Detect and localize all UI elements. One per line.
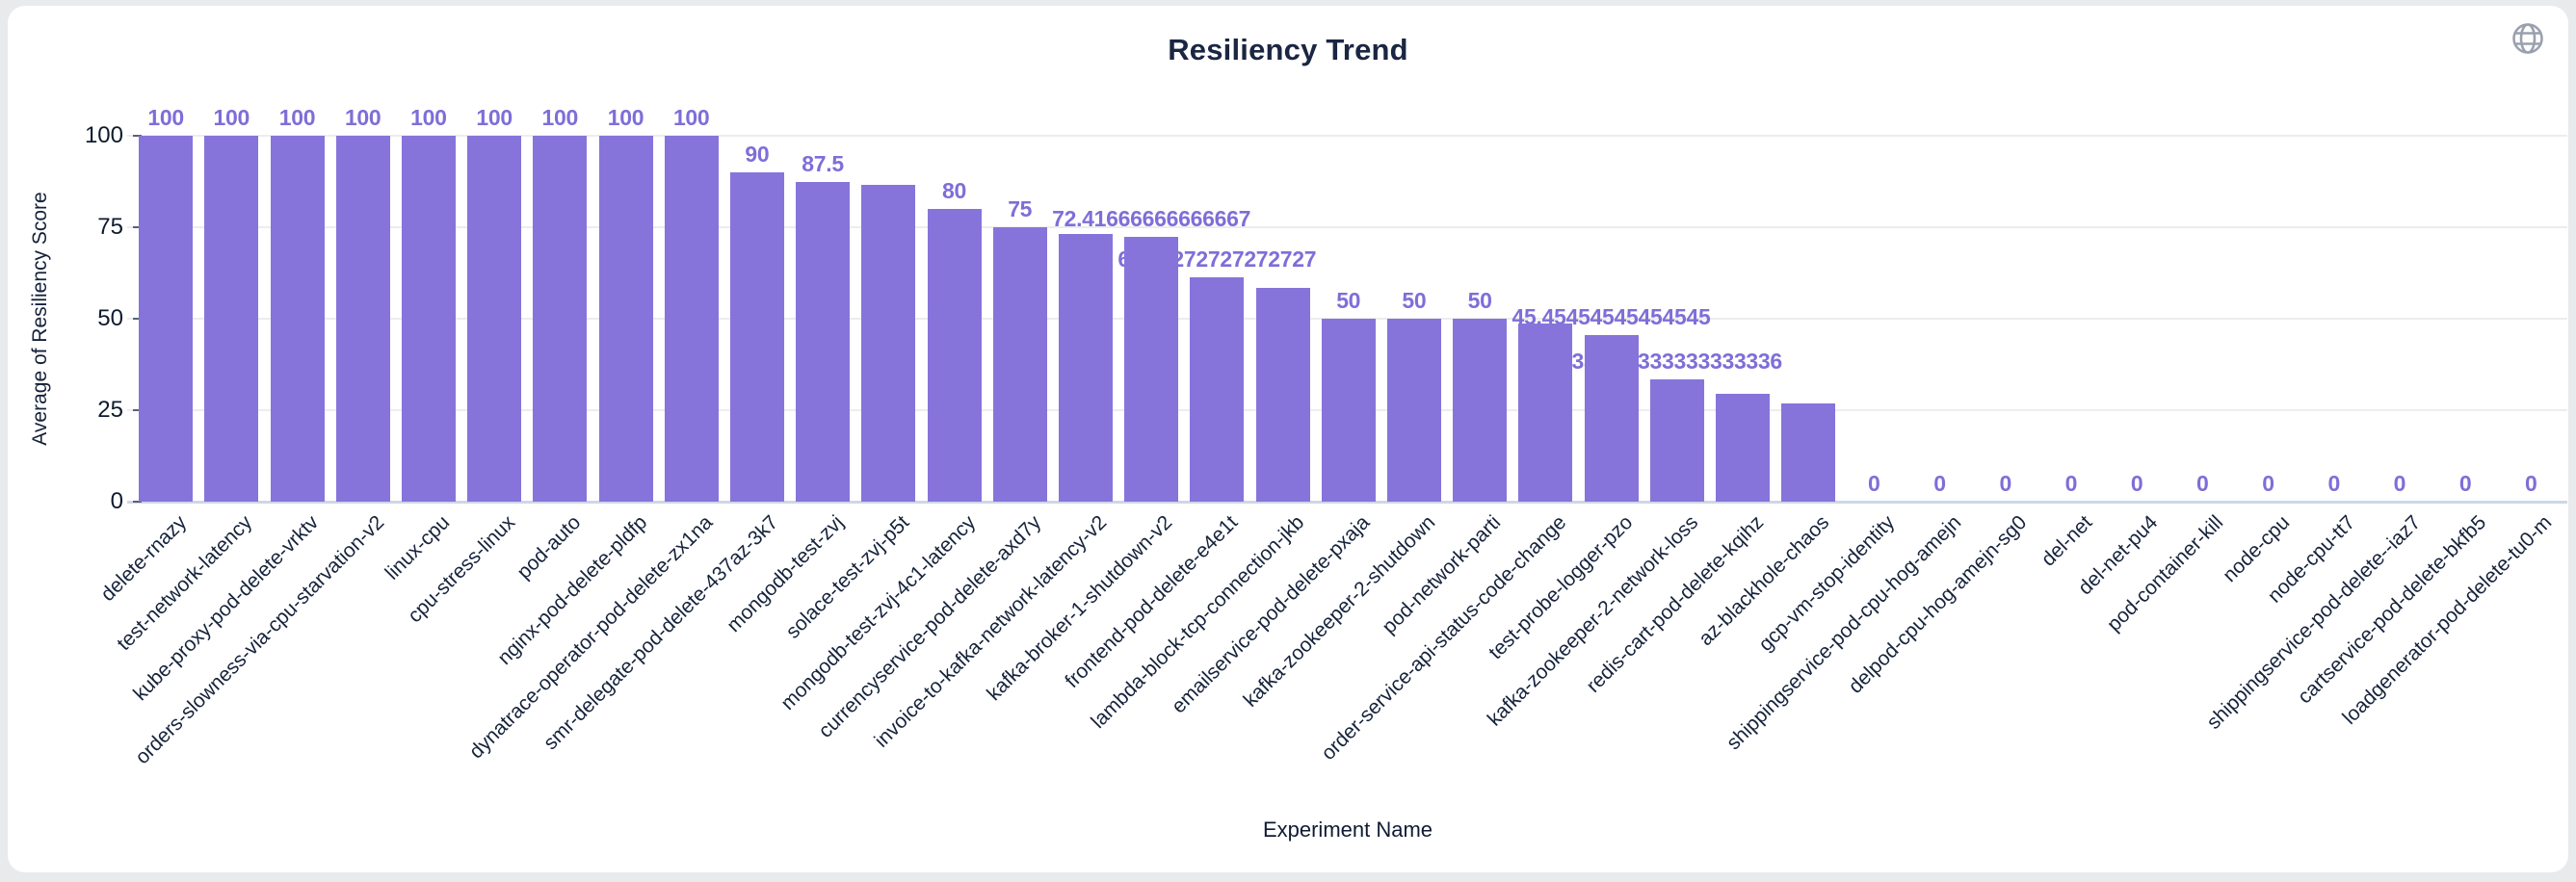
bar[interactable] xyxy=(1058,233,1113,502)
bar-value-label: 0 xyxy=(2130,471,2143,496)
y-axis-tick-label: 50 xyxy=(97,305,123,331)
bar[interactable] xyxy=(139,136,194,502)
bar[interactable] xyxy=(1584,335,1639,502)
plot-area: 0 25 50 75 100 100 delete-rnazy 100 test-network… xyxy=(8,6,2568,872)
bar-value-label: 100 xyxy=(541,105,579,130)
bar[interactable] xyxy=(729,172,784,502)
bar[interactable] xyxy=(1715,393,1770,502)
bar[interactable] xyxy=(992,227,1047,502)
bar-value-label: 75 xyxy=(1008,196,1033,221)
bar[interactable] xyxy=(1321,319,1376,502)
y-axis-tick-label: 0 xyxy=(110,488,123,514)
bar-value-label: 0 xyxy=(1999,471,2011,496)
x-axis-label: pod-container-kill xyxy=(2103,511,2228,636)
bar-value-label: 100 xyxy=(607,105,644,130)
x-axis-label: invoice-to-kafka-network-latency-v2 xyxy=(870,511,1112,752)
bar-value-label: 50 xyxy=(1336,288,1361,313)
bar-value-label: 100 xyxy=(672,105,710,130)
chart-title: Resiliency Trend xyxy=(1168,33,1408,66)
bar[interactable] xyxy=(1190,277,1245,502)
bar[interactable] xyxy=(1255,288,1310,502)
bar-value-label: 100 xyxy=(147,105,184,130)
bar-value-label: 100 xyxy=(278,105,316,130)
x-axis-title: Experiment Name xyxy=(1262,817,1433,842)
bar-value-label: 0 xyxy=(2196,471,2209,496)
bar[interactable] xyxy=(204,136,259,502)
y-axis-tick xyxy=(133,318,142,320)
bar[interactable] xyxy=(598,136,653,502)
bar-value-label: 50 xyxy=(1402,288,1427,313)
bar-value-label: 87.5 xyxy=(802,150,844,176)
y-axis-tick-label: 75 xyxy=(97,214,123,240)
bar-value-label: 0 xyxy=(1933,471,1946,496)
bar[interactable] xyxy=(796,181,851,502)
bar-value-label: 100 xyxy=(410,105,447,130)
bar-value-label: 0 xyxy=(2458,471,2472,496)
bar-value-label: 0 xyxy=(1868,471,1880,496)
bar-value-label: 0 xyxy=(2327,471,2340,496)
x-axis-label: orders-slowness-via-cpu-starvation-v2 xyxy=(130,511,388,769)
bar-value-label: 100 xyxy=(213,105,250,130)
y-axis-tick xyxy=(133,135,142,137)
x-axis-label: del-net xyxy=(2037,511,2097,571)
bar[interactable] xyxy=(927,209,982,502)
y-axis-tick-label: 100 xyxy=(84,122,123,148)
bar[interactable] xyxy=(270,136,325,502)
y-axis-tick xyxy=(133,226,142,228)
bar[interactable] xyxy=(533,136,588,502)
bar[interactable] xyxy=(664,136,719,502)
bar-value-label: 100 xyxy=(344,105,381,130)
y-gridline xyxy=(127,226,2567,228)
bar[interactable] xyxy=(1453,319,1508,502)
y-gridline xyxy=(127,135,2567,137)
bar[interactable] xyxy=(1518,324,1573,502)
x-axis-label: solace-test-zvj-p5t xyxy=(781,511,914,643)
bar-value-label: 90 xyxy=(745,142,770,167)
bar-value-label: 0 xyxy=(2525,471,2537,496)
x-axis-line xyxy=(127,501,2567,504)
y-axis-tick xyxy=(133,501,142,503)
bar[interactable] xyxy=(861,185,916,502)
bar[interactable] xyxy=(335,136,390,502)
bar-value-label: 0 xyxy=(2064,471,2078,496)
bar-value-label: 80 xyxy=(942,178,966,203)
bar-value-label: 100 xyxy=(476,105,513,130)
x-axis-label: mongodb-test-zvj xyxy=(723,511,849,637)
bar[interactable] xyxy=(1781,403,1836,502)
bar[interactable] xyxy=(1386,319,1441,502)
x-axis-label: pod-network-parti xyxy=(1378,511,1506,638)
bar-value-label: 0 xyxy=(2393,471,2406,496)
x-axis-label: shippingservice-pod-cpu-hog-amejn xyxy=(1722,511,1965,755)
bar[interactable] xyxy=(401,136,456,502)
bar-value-label: 72.41666666666667 xyxy=(1052,205,1251,231)
bar[interactable] xyxy=(467,136,522,502)
bar-value-label: 0 xyxy=(2262,471,2274,496)
globe-icon[interactable] xyxy=(2510,21,2545,56)
y-axis-tick xyxy=(133,409,142,411)
chart-card: Resiliency Trend Average of Resiliency S… xyxy=(8,6,2568,872)
x-axis-label: dynatrace-operator-pod-delete-zx1na xyxy=(464,511,717,764)
bar[interactable] xyxy=(1649,379,1704,502)
x-axis-label: order-service-api-status-code-change xyxy=(1317,511,1571,765)
bar[interactable] xyxy=(1124,236,1179,502)
y-axis-tick-label: 25 xyxy=(97,397,123,423)
bar-value-label: 50 xyxy=(1467,288,1492,313)
x-axis-label: smr-delegate-pod-delete-437az-3k7 xyxy=(539,511,783,755)
